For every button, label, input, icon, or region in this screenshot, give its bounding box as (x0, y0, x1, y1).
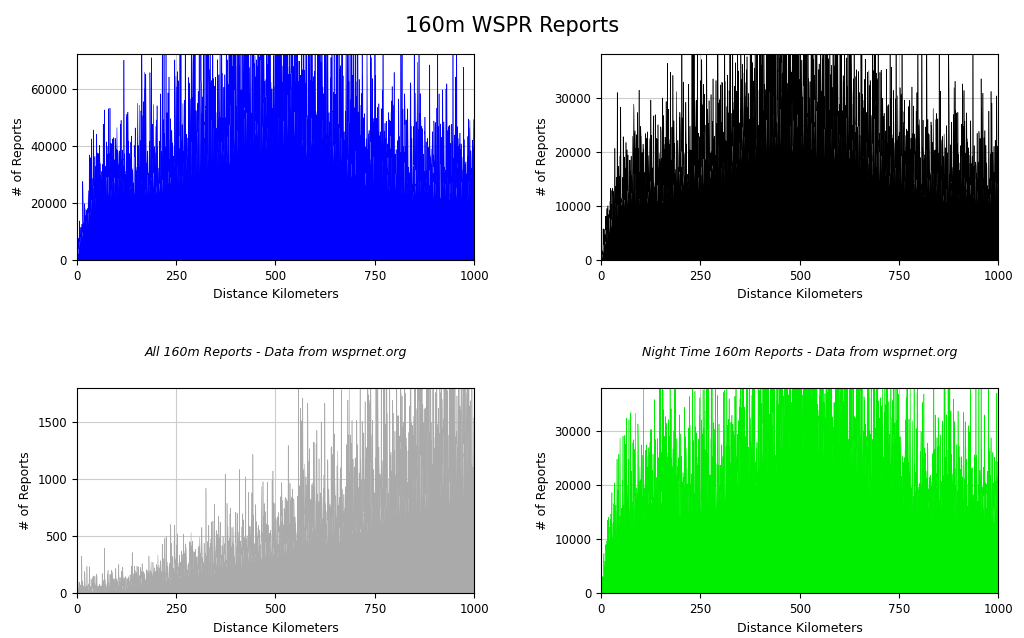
Text: 160m WSPR Reports: 160m WSPR Reports (404, 16, 620, 36)
Y-axis label: # of Reports: # of Reports (536, 451, 549, 530)
Y-axis label: # of Reports: # of Reports (536, 118, 549, 197)
Y-axis label: # of Reports: # of Reports (11, 118, 25, 197)
X-axis label: Distance Kilometers: Distance Kilometers (737, 288, 862, 301)
X-axis label: Distance Kilometers: Distance Kilometers (213, 288, 338, 301)
Y-axis label: # of Reports: # of Reports (18, 451, 32, 530)
Text: Night Time 160m Reports - Data from wsprnet.org: Night Time 160m Reports - Data from wspr… (642, 346, 957, 359)
X-axis label: Distance Kilometers: Distance Kilometers (737, 621, 862, 635)
X-axis label: Distance Kilometers: Distance Kilometers (213, 621, 338, 635)
Text: All 160m Reports - Data from wsprnet.org: All 160m Reports - Data from wsprnet.org (144, 346, 407, 359)
